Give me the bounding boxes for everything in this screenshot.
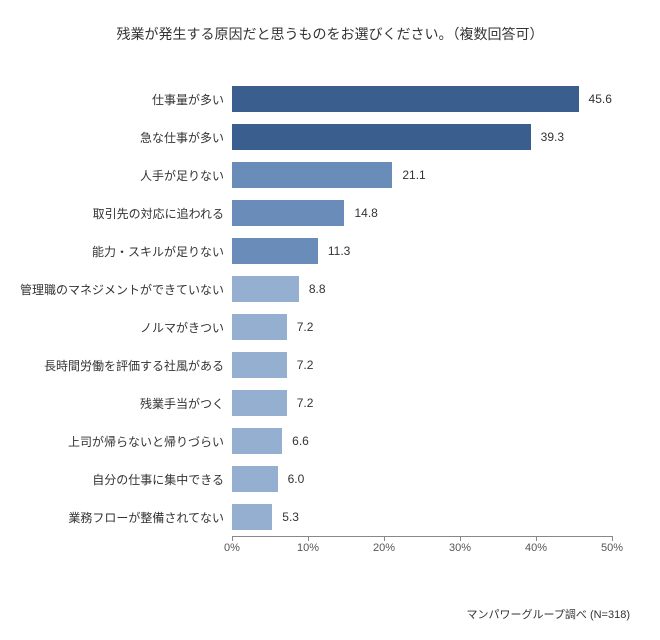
plot-cell: 7.2	[232, 384, 612, 422]
category-label: 管理職のマネジメントができていない	[0, 281, 232, 298]
bar-row: 人手が足りない 21.1	[0, 156, 660, 194]
plot-cell: 14.8	[232, 194, 612, 232]
bar	[232, 314, 287, 340]
value-label: 45.6	[579, 80, 612, 118]
value-label: 7.2	[287, 308, 314, 346]
plot-cell: 39.3	[232, 118, 612, 156]
x-axis-plot: 0%10%20%30%40%50%	[232, 536, 612, 561]
bar-row: 自分の仕事に集中できる 6.0	[0, 460, 660, 498]
value-label: 21.1	[392, 156, 425, 194]
category-label: 上司が帰らないと帰りづらい	[0, 433, 232, 450]
bar-row: 管理職のマネジメントができていない 8.8	[0, 270, 660, 308]
x-tick-label: 40%	[525, 542, 547, 554]
category-label: 人手が足りない	[0, 167, 232, 184]
value-label: 6.6	[282, 422, 309, 460]
category-label: 仕事量が多い	[0, 91, 232, 108]
plot-cell: 5.3	[232, 498, 612, 536]
category-label: 長時間労働を評価する社風がある	[0, 357, 232, 374]
x-tick-label: 50%	[601, 542, 623, 554]
value-label: 7.2	[287, 384, 314, 422]
bar	[232, 504, 272, 530]
chart-plot-area: 仕事量が多い45.6急な仕事が多い39.3人手が足りない21.1取引先の対応に追…	[0, 80, 660, 561]
plot-cell: 45.6	[232, 80, 612, 118]
bar-row: 長時間労働を評価する社風がある 7.2	[0, 346, 660, 384]
bar-row: 残業手当がつく 7.2	[0, 384, 660, 422]
plot-cell: 7.2	[232, 308, 612, 346]
bar	[232, 200, 344, 226]
category-label: ノルマがきつい	[0, 319, 232, 336]
plot-cell: 6.6	[232, 422, 612, 460]
category-label: 能力・スキルが足りない	[0, 243, 232, 260]
x-tick-label: 30%	[449, 542, 471, 554]
value-label: 14.8	[344, 194, 377, 232]
bar	[232, 390, 287, 416]
bar	[232, 124, 531, 150]
chart-title: 残業が発生する原因だと思うものをお選びください。（複数回答可）	[0, 0, 660, 44]
plot-cell: 21.1	[232, 156, 612, 194]
category-label: 自分の仕事に集中できる	[0, 471, 232, 488]
plot-cell: 6.0	[232, 460, 612, 498]
plot-cell: 8.8	[232, 270, 612, 308]
bar	[232, 466, 278, 492]
x-axis: 0% 10% 20% 30% 40% 50%	[0, 536, 660, 561]
category-label: 急な仕事が多い	[0, 129, 232, 146]
x-tick-label: 10%	[297, 542, 319, 554]
bar	[232, 162, 392, 188]
bar	[232, 428, 282, 454]
bar-row: 上司が帰らないと帰りづらい 6.6	[0, 422, 660, 460]
bar-row: 仕事量が多い 45.6	[0, 80, 660, 118]
category-label: 業務フローが整備されてない	[0, 509, 232, 526]
bar	[232, 238, 318, 264]
bar	[232, 352, 287, 378]
chart-container: 残業が発生する原因だと思うものをお選びください。（複数回答可） 仕事量が多い 45…	[0, 0, 660, 640]
value-label: 6.0	[278, 460, 305, 498]
value-label: 39.3	[531, 118, 564, 156]
x-tick-label: 0%	[224, 542, 240, 554]
bar-row: 取引先の対応に追われる 14.8	[0, 194, 660, 232]
bar-row: 急な仕事が多い 39.3	[0, 118, 660, 156]
value-label: 7.2	[287, 346, 314, 384]
bar-row: 業務フローが整備されてない 5.3	[0, 498, 660, 536]
bar-row: ノルマがきつい 7.2	[0, 308, 660, 346]
bar	[232, 86, 579, 112]
bar	[232, 276, 299, 302]
chart-source: マンパワーグループ調べ (N=318)	[467, 606, 630, 622]
value-label: 11.3	[318, 232, 350, 270]
bar-row: 能力・スキルが足りない 11.3	[0, 232, 660, 270]
category-label: 取引先の対応に追われる	[0, 205, 232, 222]
value-label: 5.3	[272, 498, 299, 536]
x-tick-label: 20%	[373, 542, 395, 554]
category-label: 残業手当がつく	[0, 395, 232, 412]
plot-cell: 11.3	[232, 232, 612, 270]
plot-cell: 7.2	[232, 346, 612, 384]
value-label: 8.8	[299, 270, 326, 308]
